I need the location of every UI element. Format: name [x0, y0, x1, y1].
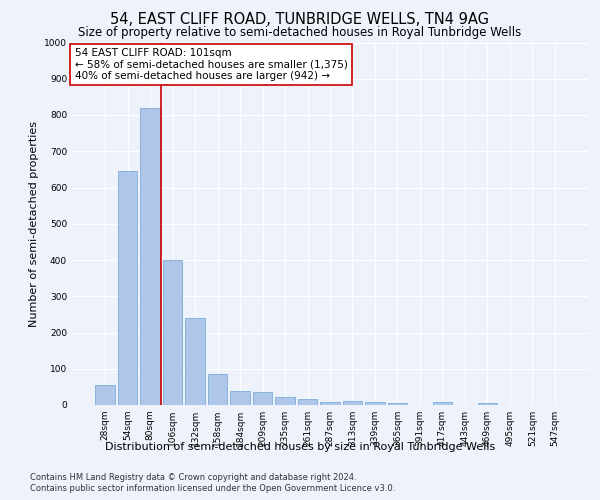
Bar — [95, 385, 115, 405]
Bar — [163, 260, 182, 405]
Bar — [140, 108, 160, 405]
Bar — [298, 399, 317, 405]
Bar — [320, 402, 340, 405]
Text: Contains public sector information licensed under the Open Government Licence v3: Contains public sector information licen… — [30, 484, 395, 493]
Text: 54 EAST CLIFF ROAD: 101sqm
← 58% of semi-detached houses are smaller (1,375)
40%: 54 EAST CLIFF ROAD: 101sqm ← 58% of semi… — [74, 48, 347, 81]
Text: Contains HM Land Registry data © Crown copyright and database right 2024.: Contains HM Land Registry data © Crown c… — [30, 472, 356, 482]
Bar — [343, 401, 362, 405]
Text: Distribution of semi-detached houses by size in Royal Tunbridge Wells: Distribution of semi-detached houses by … — [105, 442, 495, 452]
Y-axis label: Number of semi-detached properties: Number of semi-detached properties — [29, 120, 38, 327]
Bar — [118, 171, 137, 405]
Bar — [433, 402, 452, 405]
Bar — [253, 392, 272, 405]
Bar — [388, 403, 407, 405]
Bar — [275, 397, 295, 405]
Bar — [185, 318, 205, 405]
Text: Size of property relative to semi-detached houses in Royal Tunbridge Wells: Size of property relative to semi-detach… — [79, 26, 521, 39]
Bar — [208, 374, 227, 405]
Bar — [478, 403, 497, 405]
Text: 54, EAST CLIFF ROAD, TUNBRIDGE WELLS, TN4 9AG: 54, EAST CLIFF ROAD, TUNBRIDGE WELLS, TN… — [110, 12, 490, 28]
Bar — [230, 390, 250, 405]
Bar — [365, 402, 385, 405]
